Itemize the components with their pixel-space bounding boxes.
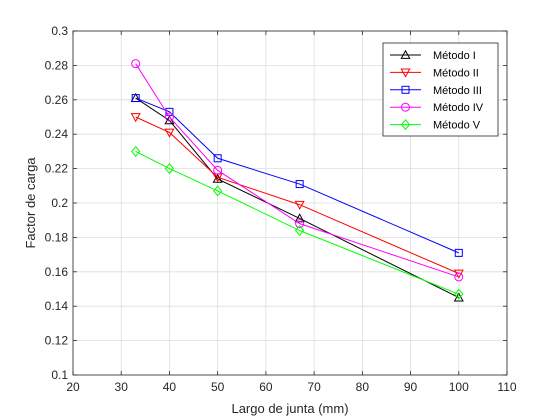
series-line <box>135 97 460 299</box>
legend-marker <box>401 85 410 94</box>
legend-item: Método I <box>390 49 476 62</box>
x-tick-label: 50 <box>211 380 225 394</box>
series-3 <box>131 94 463 257</box>
data-point <box>294 213 305 223</box>
data-point <box>213 185 223 197</box>
series-line <box>135 63 459 278</box>
data-point <box>213 154 222 163</box>
data-point <box>294 200 305 210</box>
legend-marker <box>400 119 411 131</box>
legend-label: Método II <box>433 67 479 79</box>
data-point <box>131 145 141 157</box>
y-tick-label: 0.18 <box>45 230 69 244</box>
legend-marker <box>400 68 411 78</box>
legend-item: Método II <box>390 67 479 79</box>
data-point <box>454 288 464 300</box>
data-point <box>454 272 464 282</box>
y-tick-label: 0.3 <box>51 24 68 38</box>
y-tick-label: 0.28 <box>45 58 69 72</box>
data-point <box>131 59 141 69</box>
data-point <box>295 180 304 189</box>
data-point <box>213 165 223 175</box>
data-point <box>164 163 175 175</box>
data-point <box>454 248 463 257</box>
x-tick-label: 100 <box>449 380 469 394</box>
data-point <box>294 224 305 237</box>
y-tick-label: 0.22 <box>45 162 69 176</box>
data-point <box>164 128 175 138</box>
x-tick-label: 70 <box>307 380 321 394</box>
x-tick-label: 80 <box>356 380 370 394</box>
y-tick-label: 0.26 <box>45 93 69 107</box>
data-point <box>130 113 141 123</box>
x-tick-label: 60 <box>259 380 273 394</box>
legend-label: Método V <box>433 120 481 132</box>
grid <box>72 30 508 376</box>
x-axis-label: Largo de junta (mm) <box>231 401 348 416</box>
data-point <box>295 219 305 229</box>
series-line <box>135 97 459 254</box>
data-point <box>131 94 140 103</box>
y-tick-label: 0.16 <box>45 265 69 279</box>
x-tick-label: 30 <box>115 380 129 394</box>
legend-marker <box>401 102 410 112</box>
legend-item: Método V <box>390 119 481 132</box>
y-axis-label: Factor de carga <box>23 157 38 249</box>
series-line <box>135 116 459 274</box>
series-lines <box>130 59 464 302</box>
y-tick-label: 0.12 <box>45 334 69 348</box>
data-point <box>164 112 174 122</box>
x-tick-label: 110 <box>497 380 516 394</box>
legend-marker <box>400 49 411 59</box>
x-tick-label: 40 <box>163 380 177 394</box>
legend: Método I Método II Método III Método IV Méto… <box>382 42 499 137</box>
y-tick-label: 0.1 <box>51 368 68 382</box>
axis-ticks <box>72 30 508 376</box>
y-tick-label: 0.24 <box>45 127 69 141</box>
legend-label: Método I <box>433 50 476 62</box>
x-tick-label: 90 <box>404 380 418 394</box>
series-4 <box>131 59 464 282</box>
data-point <box>453 269 464 279</box>
x-tick-label: 20 <box>66 380 80 394</box>
legend-item: Método III <box>390 85 482 97</box>
y-tick-label: 0.14 <box>45 299 69 313</box>
legend-item: Método IV <box>390 102 484 114</box>
legend-label: Método IV <box>433 102 484 114</box>
legend-label: Método III <box>433 85 482 97</box>
tick-labels: 20 30 40 50 60 70 80 90 100 110 0.1 0.12 0.14 0.16 0.1… <box>45 24 517 394</box>
y-tick-label: 0.2 <box>51 196 68 210</box>
series-5 <box>131 145 464 300</box>
series-line <box>135 150 459 295</box>
